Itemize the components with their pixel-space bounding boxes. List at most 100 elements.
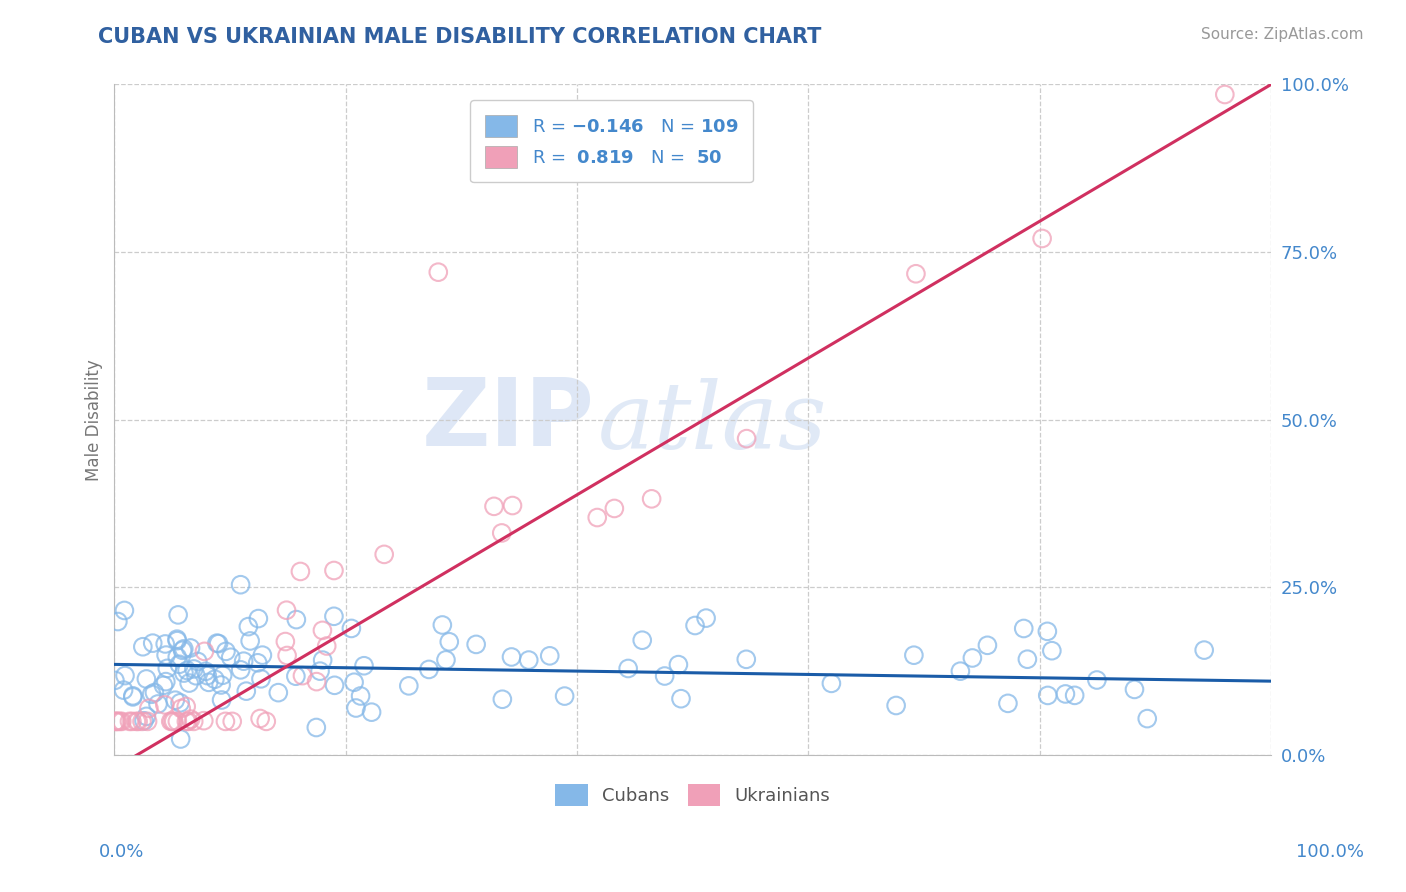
Text: Source: ZipAtlas.com: Source: ZipAtlas.com: [1201, 27, 1364, 42]
Point: [1123, 682, 1146, 697]
Point: [176, 714, 198, 729]
Point: [131, 714, 153, 729]
Point: [211, 693, 233, 707]
Point: [180, 712, 202, 726]
Point: [114, 668, 136, 682]
Point: [174, 699, 197, 714]
Point: [179, 676, 201, 690]
Point: [111, 714, 134, 729]
Point: [617, 661, 640, 675]
Point: [209, 678, 232, 692]
Point: [305, 721, 328, 735]
Point: [276, 648, 298, 663]
Point: [274, 634, 297, 648]
Point: [654, 669, 676, 683]
Text: CUBAN VS UKRAINIAN MALE DISABILITY CORRELATION CHART: CUBAN VS UKRAINIAN MALE DISABILITY CORRE…: [98, 27, 821, 46]
Point: [1192, 643, 1215, 657]
Y-axis label: Male Disability: Male Disability: [86, 359, 103, 481]
Point: [554, 689, 576, 703]
Point: [285, 613, 308, 627]
Point: [1012, 622, 1035, 636]
Point: [153, 637, 176, 651]
Point: [323, 564, 346, 578]
Point: [949, 664, 972, 678]
Point: [132, 640, 155, 654]
Point: [349, 689, 371, 703]
Point: [132, 714, 155, 728]
Point: [427, 265, 450, 279]
Point: [501, 650, 523, 665]
Point: [631, 633, 654, 648]
Point: [1085, 673, 1108, 687]
Point: [340, 622, 363, 636]
Point: [1136, 712, 1159, 726]
Point: [276, 603, 298, 617]
Point: [1213, 87, 1236, 102]
Point: [962, 651, 984, 665]
Point: [108, 714, 131, 729]
Point: [434, 653, 457, 667]
Point: [215, 644, 238, 658]
Point: [904, 267, 927, 281]
Point: [1054, 687, 1077, 701]
Point: [107, 714, 129, 729]
Point: [735, 652, 758, 666]
Point: [695, 611, 717, 625]
Point: [195, 668, 218, 682]
Point: [267, 685, 290, 699]
Point: [229, 663, 252, 677]
Point: [169, 657, 191, 672]
Point: [249, 712, 271, 726]
Point: [239, 634, 262, 648]
Point: [121, 714, 143, 729]
Point: [221, 714, 243, 729]
Point: [465, 637, 488, 651]
Point: [976, 638, 998, 652]
Text: 0.0%: 0.0%: [98, 843, 143, 861]
Text: ZIP: ZIP: [422, 374, 595, 466]
Point: [360, 705, 382, 719]
Point: [311, 624, 333, 638]
Point: [165, 693, 187, 707]
Point: [669, 691, 692, 706]
Point: [305, 674, 328, 689]
Point: [291, 668, 314, 682]
Point: [166, 632, 188, 647]
Point: [353, 658, 375, 673]
Point: [138, 701, 160, 715]
Point: [1036, 624, 1059, 639]
Point: [238, 619, 260, 633]
Point: [127, 714, 149, 729]
Point: [1031, 231, 1053, 245]
Point: [373, 548, 395, 562]
Point: [155, 674, 177, 689]
Point: [997, 697, 1019, 711]
Point: [482, 500, 505, 514]
Point: [1036, 689, 1059, 703]
Point: [107, 615, 129, 629]
Point: [315, 639, 337, 653]
Point: [884, 698, 907, 713]
Point: [229, 578, 252, 592]
Point: [184, 669, 207, 683]
Point: [538, 648, 561, 663]
Point: [343, 675, 366, 690]
Point: [142, 636, 165, 650]
Point: [219, 650, 242, 665]
Point: [159, 714, 181, 729]
Point: [211, 668, 233, 682]
Point: [193, 644, 215, 658]
Point: [246, 656, 269, 670]
Legend: Cubans, Ukrainians: Cubans, Ukrainians: [548, 776, 838, 813]
Text: atlas: atlas: [598, 378, 827, 468]
Point: [166, 714, 188, 729]
Point: [323, 678, 346, 692]
Text: 100.0%: 100.0%: [1296, 843, 1364, 861]
Point: [172, 643, 194, 657]
Point: [668, 657, 690, 672]
Point: [122, 690, 145, 704]
Point: [104, 673, 127, 688]
Point: [146, 697, 169, 711]
Point: [176, 664, 198, 678]
Point: [491, 692, 513, 706]
